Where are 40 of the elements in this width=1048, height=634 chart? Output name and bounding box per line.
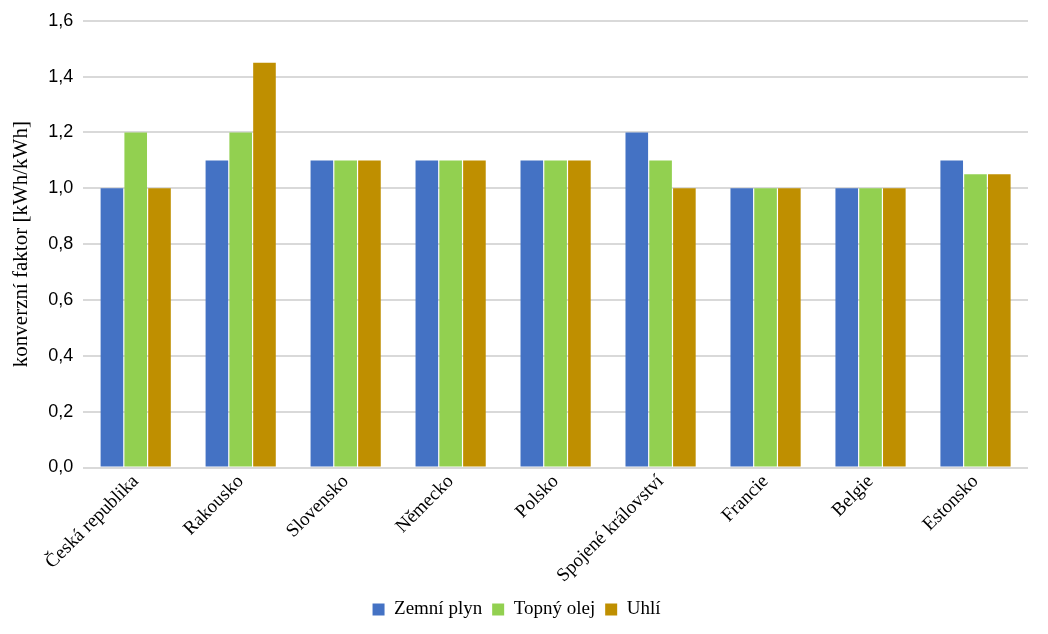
bar — [439, 160, 462, 467]
bar — [100, 188, 124, 467]
bar — [148, 188, 171, 467]
bar — [730, 188, 754, 467]
bar — [673, 188, 696, 467]
y-tick-label: 0,2 — [48, 400, 74, 421]
bar — [835, 188, 859, 467]
bar — [253, 62, 276, 467]
bar — [205, 160, 229, 467]
bar — [124, 132, 148, 467]
y-axis-title: konverzní faktor [kWh/kWh] — [8, 121, 33, 368]
legend-label: Uhlí — [626, 597, 662, 619]
bar — [625, 132, 649, 467]
y-tick-label: 1,2 — [48, 121, 74, 142]
bar — [649, 160, 672, 467]
bar — [988, 174, 1011, 467]
bar — [334, 160, 357, 467]
y-tick-label: 0,8 — [48, 233, 74, 254]
y-tick-label: 1,6 — [48, 9, 74, 30]
legend-label: Zemní plyn — [394, 597, 483, 619]
bar — [358, 160, 381, 467]
y-tick-label: 1,0 — [48, 177, 74, 198]
bar — [520, 160, 544, 467]
y-tick-label: 0,6 — [48, 288, 74, 309]
y-tick-label: 0,0 — [48, 456, 74, 477]
bar — [415, 160, 439, 467]
bar — [859, 188, 882, 467]
y-tick-label: 1,4 — [48, 65, 74, 86]
bar — [463, 160, 486, 467]
bar — [229, 132, 252, 467]
bar — [940, 160, 964, 467]
bar — [964, 174, 987, 467]
bar — [883, 188, 906, 467]
legend-label: Topný olej — [513, 597, 596, 619]
bar — [544, 160, 567, 467]
bar — [568, 160, 591, 467]
y-tick-label: 0,4 — [48, 344, 74, 365]
bar — [754, 188, 777, 467]
bar — [310, 160, 334, 467]
bar — [778, 188, 801, 467]
